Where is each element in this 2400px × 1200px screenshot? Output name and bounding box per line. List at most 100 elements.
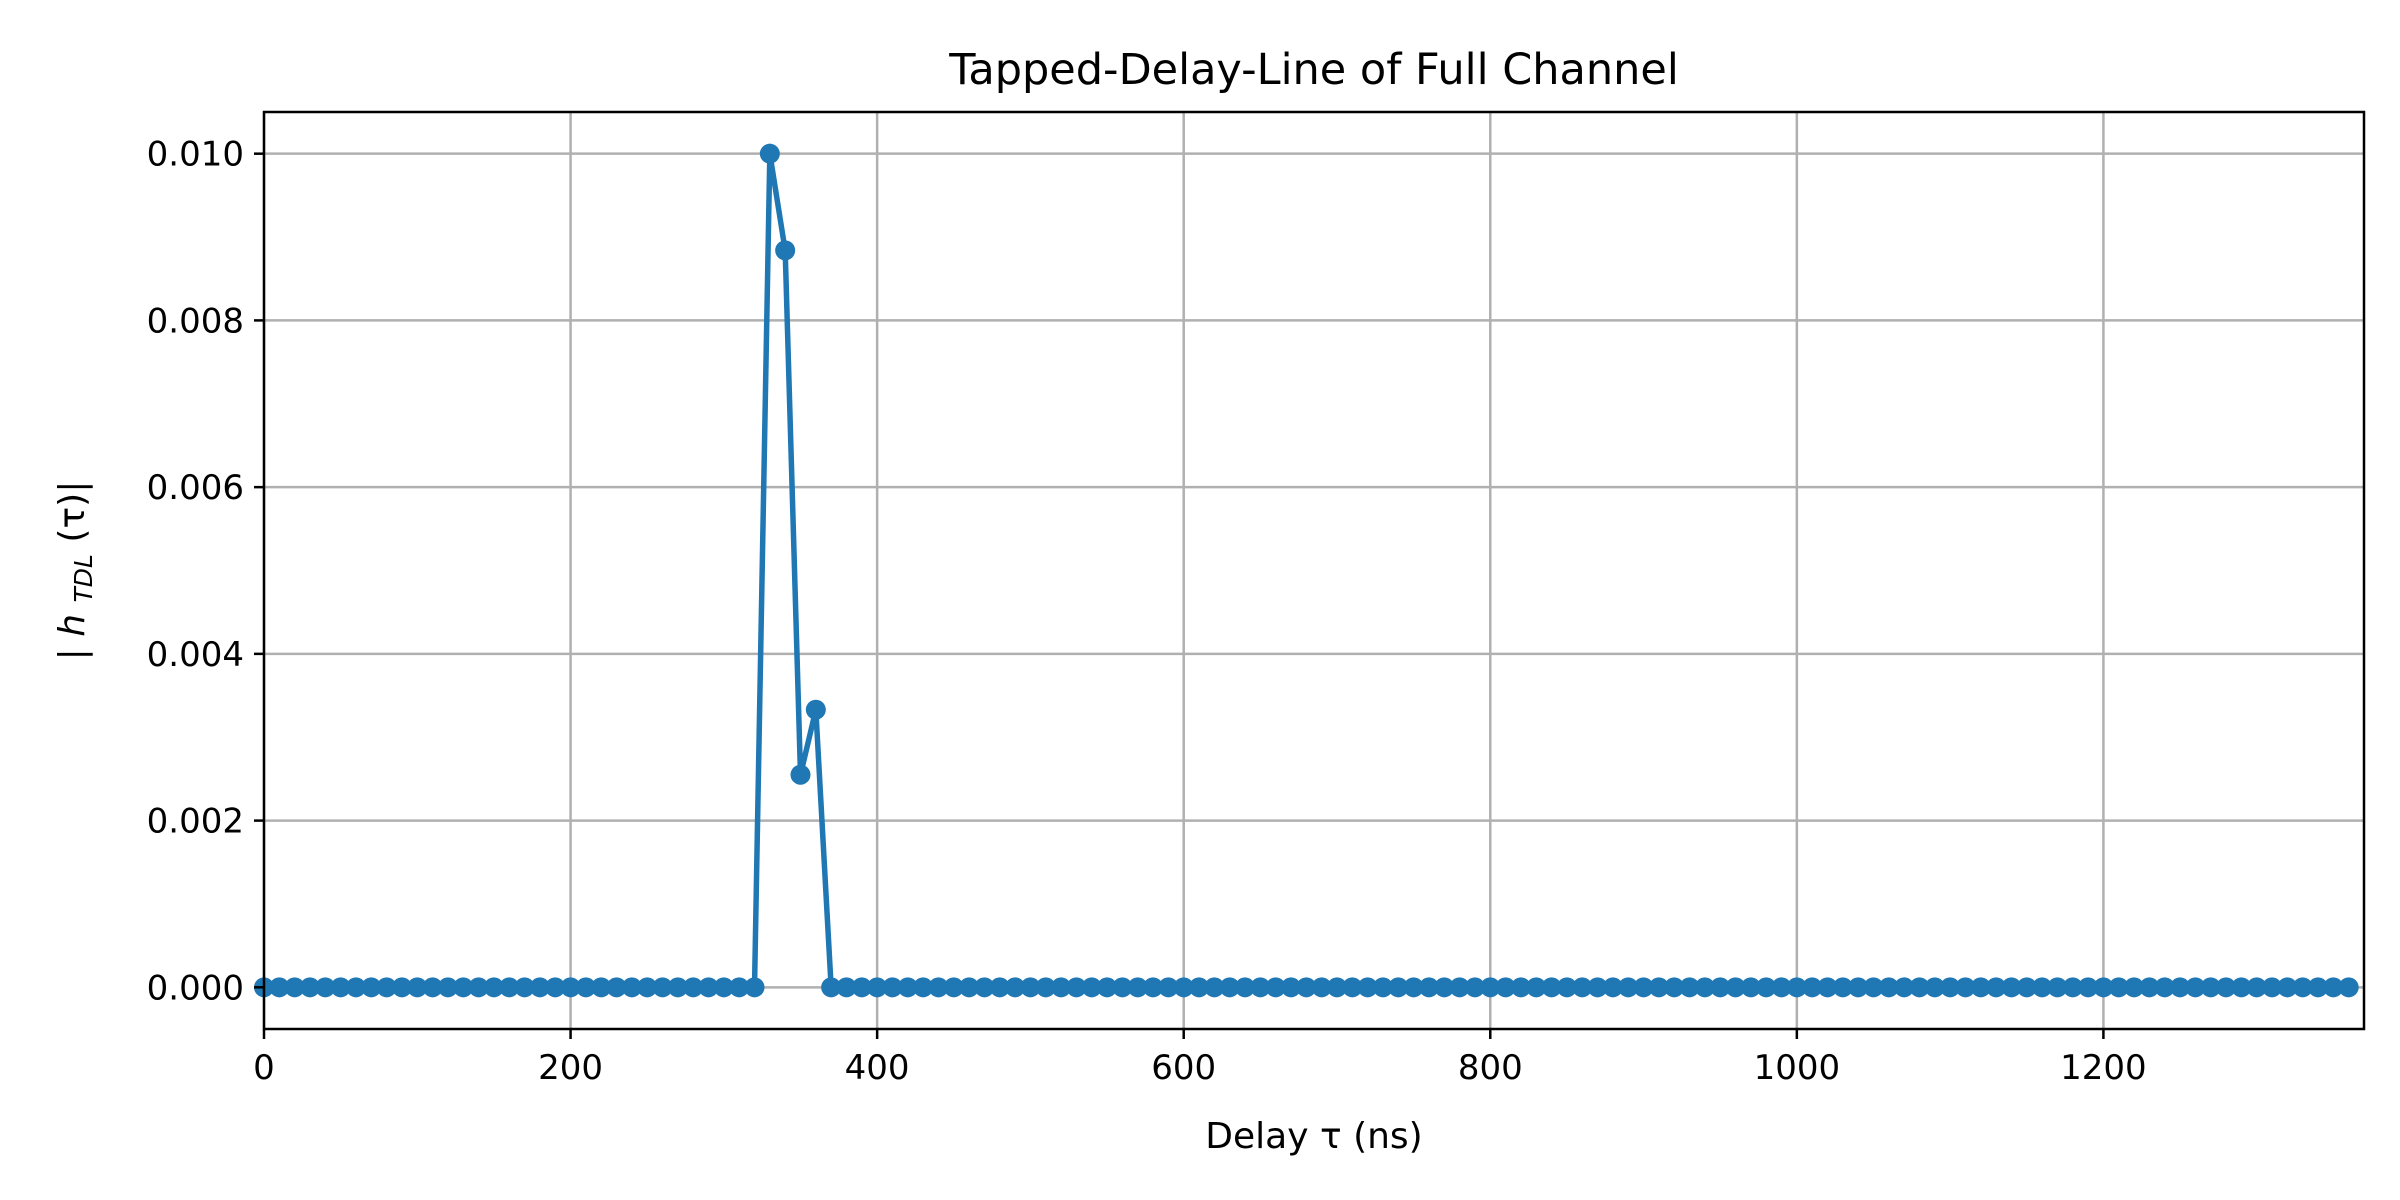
data-point bbox=[2001, 977, 2022, 998]
y-axis-title-subscript: TDL bbox=[69, 554, 98, 602]
data-point bbox=[2246, 977, 2267, 998]
data-point bbox=[775, 240, 796, 261]
x-tick-label: 1200 bbox=[2060, 1048, 2147, 1088]
data-point bbox=[2323, 977, 2344, 998]
data-point bbox=[1878, 977, 1899, 998]
data-point bbox=[683, 977, 704, 998]
data-point bbox=[2124, 977, 2145, 998]
data-point bbox=[1081, 977, 1102, 998]
data-point bbox=[299, 977, 320, 998]
plot-frame bbox=[262, 110, 2366, 1031]
data-point bbox=[821, 977, 842, 998]
data-point bbox=[1986, 977, 2007, 998]
data-point bbox=[1388, 977, 1409, 998]
data-point bbox=[468, 977, 489, 998]
data-point bbox=[1173, 977, 1194, 998]
data-point bbox=[1771, 977, 1792, 998]
data-point bbox=[1204, 977, 1225, 998]
data-point bbox=[345, 977, 366, 998]
data-point bbox=[974, 977, 995, 998]
data-point bbox=[2062, 977, 2083, 998]
data-point bbox=[2032, 977, 2053, 998]
data-point bbox=[897, 977, 918, 998]
data-point bbox=[805, 699, 826, 720]
data-point bbox=[2185, 977, 2206, 998]
data-point bbox=[1418, 977, 1439, 998]
data-point bbox=[652, 977, 673, 998]
data-point bbox=[2016, 977, 2037, 998]
data-point bbox=[2200, 977, 2221, 998]
data-point bbox=[1924, 977, 1945, 998]
data-point bbox=[1342, 977, 1363, 998]
x-tick-label: 1000 bbox=[1754, 1048, 1841, 1088]
data-point bbox=[1326, 977, 1347, 998]
data-point bbox=[545, 977, 566, 998]
data-point bbox=[1235, 977, 1256, 998]
data-point bbox=[1832, 977, 1853, 998]
data-point bbox=[499, 977, 520, 998]
data-point bbox=[315, 977, 336, 998]
data-point bbox=[407, 977, 428, 998]
data-point bbox=[729, 977, 750, 998]
y-tick-label: 0.010 bbox=[147, 135, 244, 175]
data-point bbox=[2170, 977, 2191, 998]
data-point bbox=[1633, 977, 1654, 998]
data-point bbox=[744, 977, 765, 998]
data-point bbox=[851, 977, 872, 998]
y-tick-label: 0.006 bbox=[147, 468, 244, 508]
data-point bbox=[437, 977, 458, 998]
data-point bbox=[391, 977, 412, 998]
data-point bbox=[959, 977, 980, 998]
data-point bbox=[1648, 977, 1669, 998]
data-point bbox=[1572, 977, 1593, 998]
data-point bbox=[759, 143, 780, 164]
data-point bbox=[1786, 977, 1807, 998]
data-point bbox=[2292, 977, 2313, 998]
data-point bbox=[928, 977, 949, 998]
x-tick-label: 0 bbox=[253, 1048, 275, 1088]
grid-lines bbox=[262, 112, 2364, 1029]
x-tick-label: 400 bbox=[845, 1048, 910, 1088]
data-point bbox=[713, 977, 734, 998]
x-tick-label: 200 bbox=[538, 1048, 603, 1088]
data-point bbox=[1526, 977, 1547, 998]
data-point bbox=[2338, 977, 2359, 998]
y-axis-title-arg: (τ)| bbox=[52, 481, 93, 543]
data-point bbox=[1051, 977, 1072, 998]
data-point bbox=[1587, 977, 1608, 998]
data-point bbox=[1909, 977, 1930, 998]
data-point bbox=[560, 977, 581, 998]
data-point bbox=[1740, 977, 1761, 998]
data-point bbox=[591, 977, 612, 998]
data-point bbox=[1005, 977, 1026, 998]
data-point bbox=[1480, 977, 1501, 998]
data-point bbox=[1725, 977, 1746, 998]
y-axis-title-main: h bbox=[52, 614, 93, 637]
data-point bbox=[943, 977, 964, 998]
data-point bbox=[1495, 977, 1516, 998]
data-point bbox=[1112, 977, 1133, 998]
y-tick-label: 0.000 bbox=[147, 968, 244, 1008]
data-point bbox=[1618, 977, 1639, 998]
data-point bbox=[882, 977, 903, 998]
data-point bbox=[529, 977, 550, 998]
data-point bbox=[1694, 977, 1715, 998]
data-point bbox=[1464, 977, 1485, 998]
data-point bbox=[1434, 977, 1455, 998]
data-point bbox=[667, 977, 688, 998]
data-point bbox=[514, 977, 535, 998]
data-point bbox=[1403, 977, 1424, 998]
data-point bbox=[867, 977, 888, 998]
data-point bbox=[698, 977, 719, 998]
data-point bbox=[1281, 977, 1302, 998]
data-point bbox=[621, 977, 642, 998]
data-point bbox=[2108, 977, 2129, 998]
axis-ticks: 0 200 400 600 800 1000 1200 0.000 0.002 0.004 0.00… bbox=[147, 135, 2147, 1088]
data-point bbox=[2078, 977, 2099, 998]
series-layer bbox=[254, 143, 2359, 998]
data-point bbox=[1097, 977, 1118, 998]
data-point bbox=[284, 977, 305, 998]
data-point bbox=[1664, 977, 1685, 998]
data-point bbox=[1863, 977, 1884, 998]
data-point bbox=[1020, 977, 1041, 998]
